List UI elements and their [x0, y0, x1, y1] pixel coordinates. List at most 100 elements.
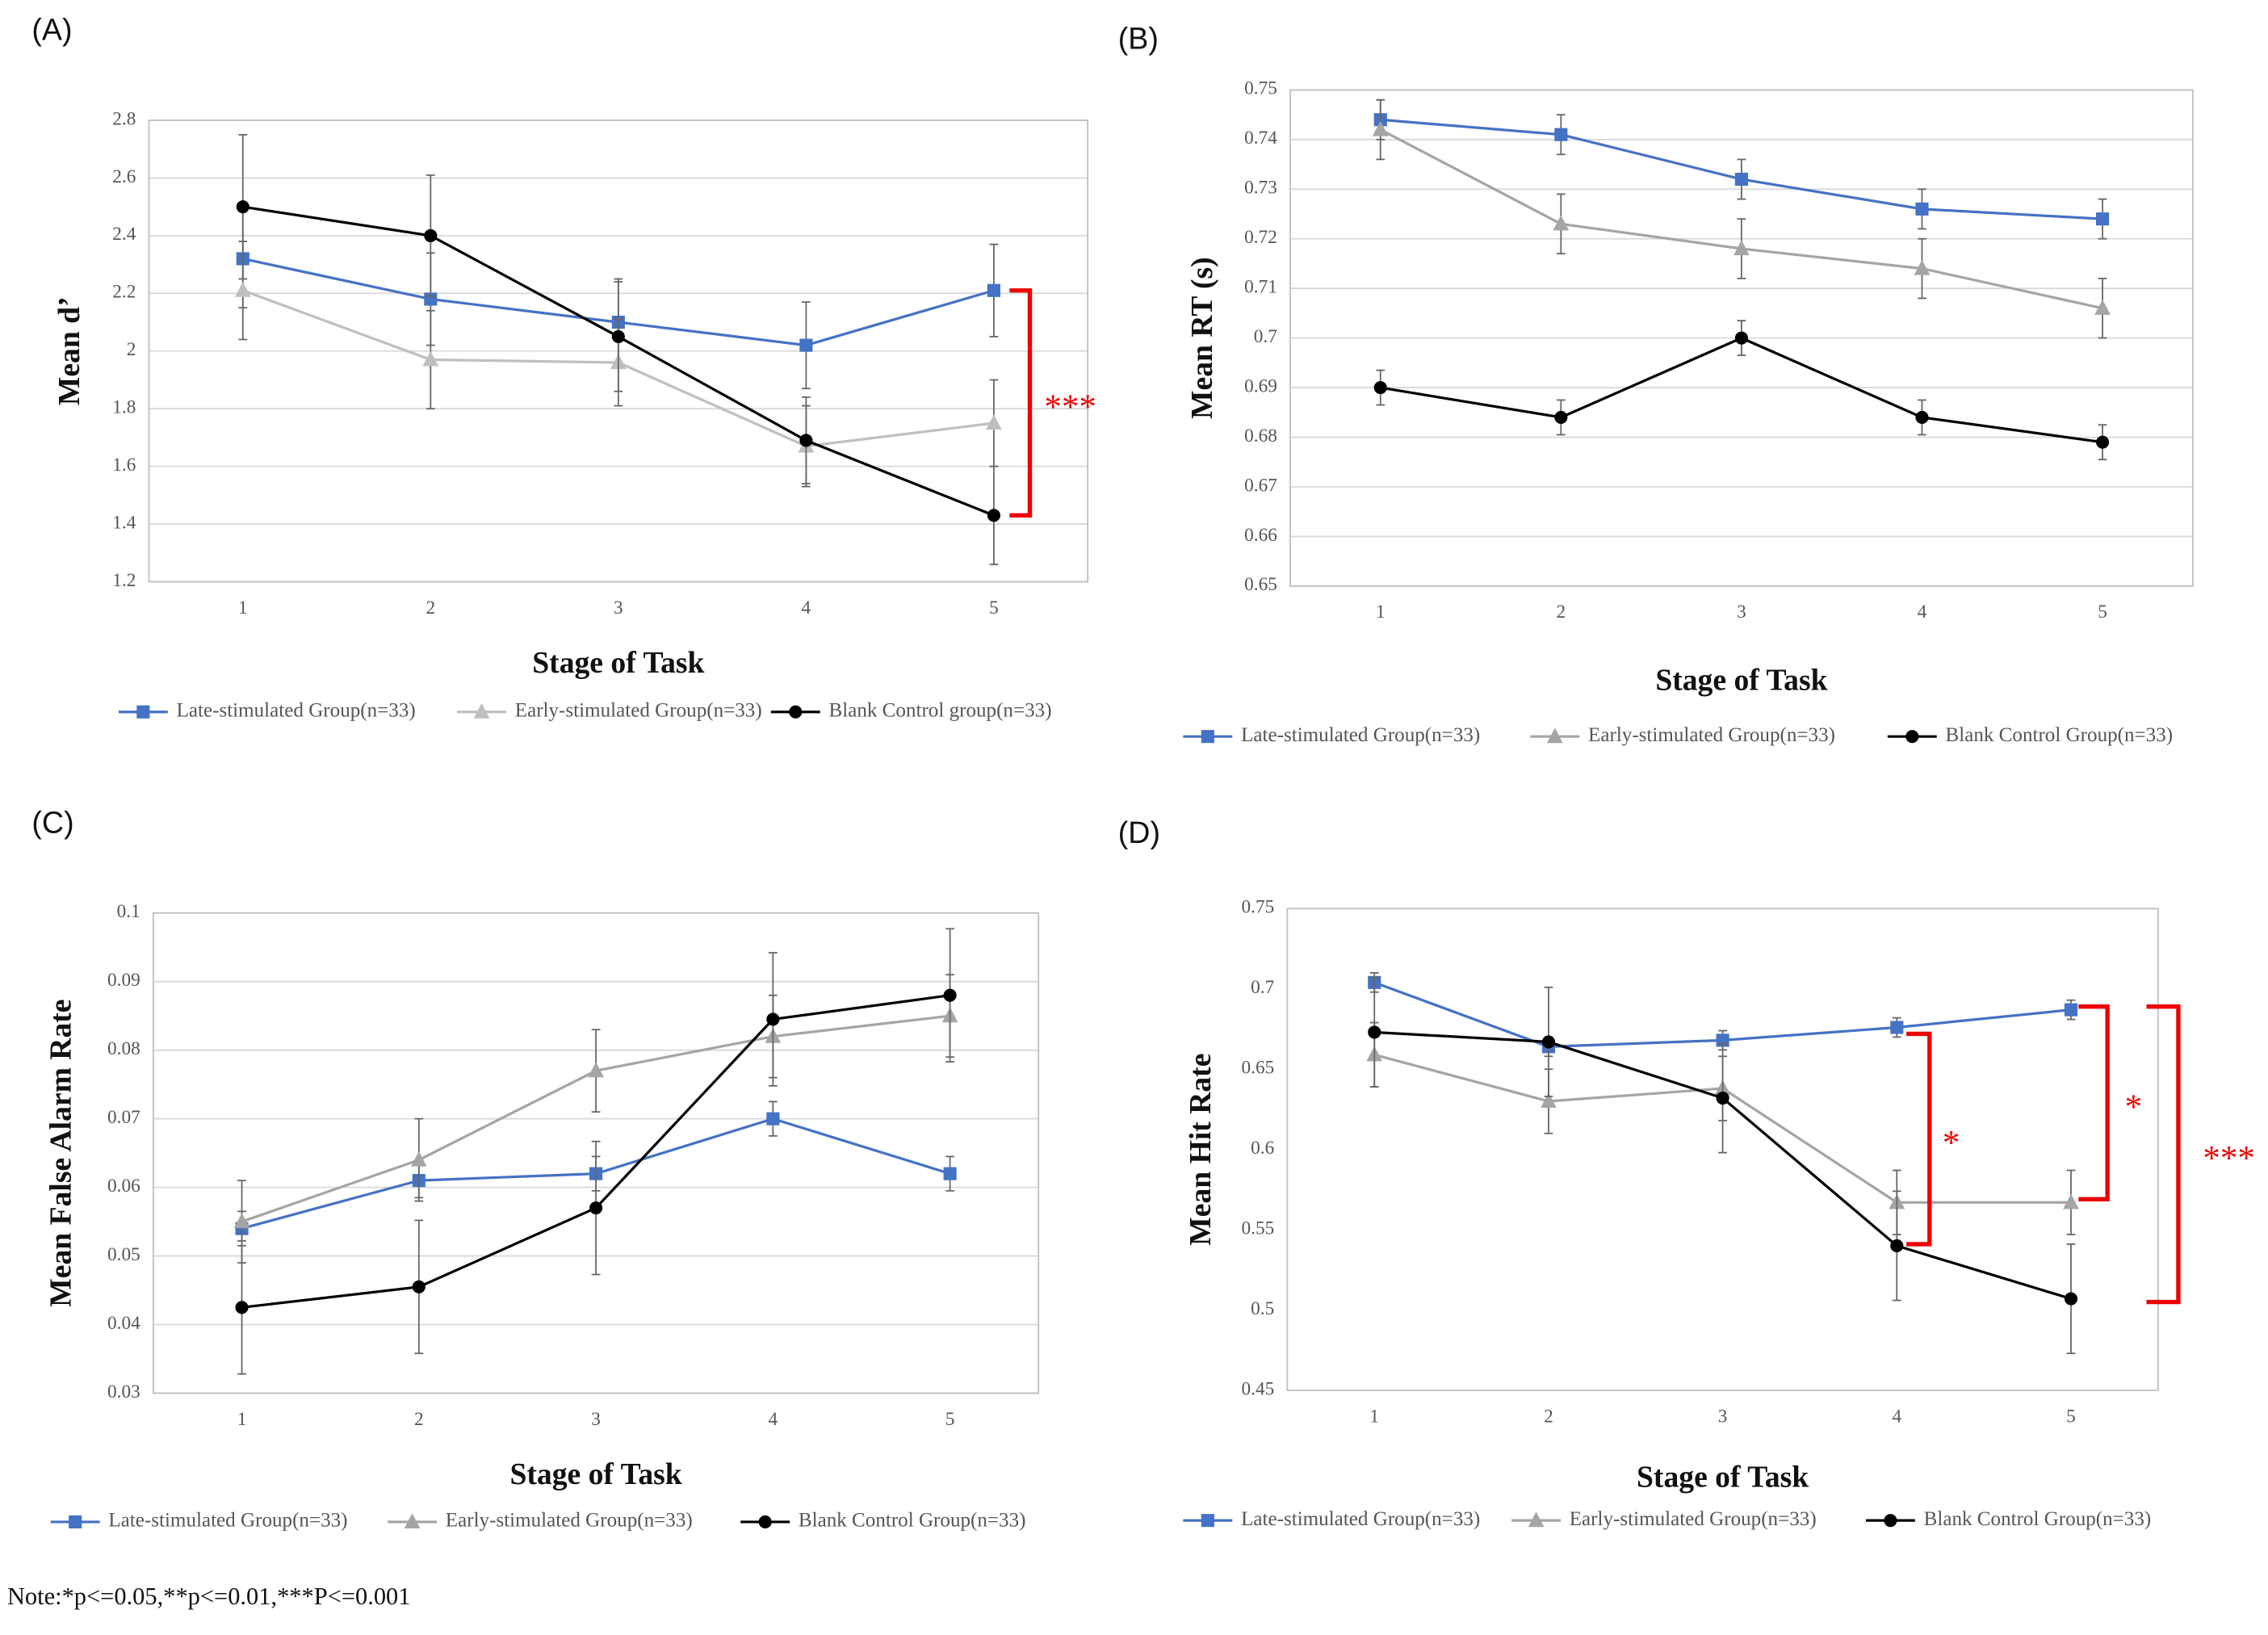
marker: [589, 1201, 603, 1215]
marker: [422, 350, 439, 367]
y-tick-label: 0.6: [1251, 1138, 1274, 1159]
legend-marker: [758, 1515, 772, 1528]
plot-frame: [148, 119, 1089, 583]
x-tick-label: 5: [945, 1409, 955, 1430]
significance-bracket: [2146, 1004, 2181, 1305]
legend-marker: [69, 1515, 82, 1528]
x-tick-label: 5: [2098, 602, 2107, 623]
legend-label: Late-stimulated Group(n=33): [1241, 1508, 1480, 1530]
y-tick-label: 0.75: [1244, 78, 1277, 99]
marker: [2095, 212, 2110, 226]
panel-label: (C): [31, 805, 73, 839]
x-tick-label: 2: [1544, 1406, 1553, 1427]
significance-label: *: [2125, 1088, 2143, 1126]
x-tick-label: 4: [769, 1409, 778, 1430]
significance-bracket: [2078, 1004, 2110, 1201]
legend-label: Blank Control group(n=33): [829, 699, 1052, 721]
y-tick-label: 0.66: [1244, 525, 1277, 546]
note: Note:*p<=0.05,**p<=0.01,***P<=0.001: [7, 1583, 411, 1610]
marker: [987, 283, 1000, 297]
x-tick-label: 3: [1718, 1406, 1728, 1427]
x-tick-label: 4: [1892, 1406, 1901, 1427]
marker: [1890, 1021, 1904, 1034]
y-tick-label: 0.03: [107, 1381, 140, 1402]
x-tick-label: 2: [414, 1409, 424, 1430]
legend-marker: [136, 705, 150, 719]
marker: [943, 988, 957, 1002]
y-tick-label: 0.5: [1251, 1298, 1274, 1319]
panel-label: (A): [31, 13, 72, 47]
marker: [235, 1301, 249, 1314]
marker: [1914, 259, 1931, 275]
marker: [2064, 1292, 2078, 1306]
legend-marker: [1884, 1514, 1897, 1528]
marker: [1554, 410, 1568, 425]
legend-label: Late-stimulated Group(n=33): [177, 699, 416, 721]
marker: [1541, 1035, 1555, 1049]
x-tick-label: 3: [614, 597, 623, 618]
x-axis-label: Stage of Task: [532, 646, 704, 680]
y-tick-label: 0.65: [1244, 574, 1277, 595]
legend-label: Blank Control Group(n=33): [1924, 1508, 2152, 1530]
y-tick-label: 0.45: [1242, 1378, 1275, 1399]
y-tick-label: 1.2: [112, 570, 136, 591]
marker: [1553, 215, 1570, 231]
marker: [1554, 128, 1568, 141]
marker: [1733, 240, 1750, 256]
significance-label: ***: [1044, 388, 1096, 426]
x-tick-label: 3: [591, 1409, 601, 1430]
panel-label: (B): [1118, 21, 1159, 55]
x-axis-label: Stage of Task: [1655, 664, 1827, 698]
marker: [424, 228, 438, 242]
y-tick-label: 0.72: [1244, 227, 1277, 248]
y-tick-label: 1.8: [112, 397, 136, 418]
y-tick-label: 1.4: [112, 512, 136, 533]
legend-marker: [1201, 730, 1214, 744]
x-tick-label: 2: [426, 597, 435, 618]
significance-label: *: [1943, 1125, 1960, 1163]
y-axis-label: Mean d’: [52, 296, 86, 405]
y-tick-label: 2.8: [112, 108, 136, 129]
plot-frame: [152, 912, 1040, 1394]
y-tick-label: 0.7: [1251, 977, 1274, 998]
legend-label: Blank Control Group(n=33): [1946, 724, 2174, 746]
marker: [234, 282, 251, 297]
marker: [611, 329, 625, 343]
y-tick-label: 0.74: [1244, 128, 1277, 149]
marker: [943, 1167, 957, 1180]
x-tick-label: 5: [2066, 1406, 2076, 1427]
y-tick-label: 2: [127, 339, 136, 360]
y-tick-label: 0.55: [1242, 1218, 1275, 1239]
marker: [2095, 435, 2110, 449]
y-axis-label: Mean RT (s): [1185, 257, 1219, 419]
marker: [1716, 1091, 1729, 1105]
marker: [1915, 410, 1929, 425]
marker: [2063, 1193, 2079, 1209]
x-axis-label: Stage of Task: [1637, 1461, 1809, 1495]
marker: [799, 338, 813, 352]
y-tick-label: 0.68: [1244, 426, 1277, 446]
y-tick-label: 1.6: [112, 455, 136, 476]
y-tick-label: 0.09: [107, 970, 140, 991]
significance-label: ***: [2203, 1139, 2254, 1177]
legend-marker: [1546, 727, 1563, 744]
x-tick-label: 1: [238, 597, 248, 618]
y-tick-label: 2.6: [112, 166, 136, 187]
plot-frame: [1289, 89, 2194, 587]
marker: [588, 1062, 604, 1078]
marker: [410, 1151, 427, 1167]
legend-label: Late-stimulated Group(n=33): [108, 1510, 347, 1532]
legend-marker: [789, 705, 803, 719]
legend-label: Early-stimulated Group(n=33): [515, 699, 762, 721]
marker: [2064, 1003, 2078, 1017]
legend-marker: [473, 702, 490, 719]
legend-marker: [404, 1513, 421, 1528]
marker: [233, 1213, 250, 1229]
legend-label: Early-stimulated Group(n=33): [1570, 1508, 1817, 1530]
marker: [766, 1012, 780, 1026]
legend-label: Late-stimulated Group(n=33): [1241, 724, 1480, 746]
legend-label: Early-stimulated Group(n=33): [446, 1510, 693, 1532]
y-tick-label: 0.1: [117, 901, 140, 922]
marker: [1372, 120, 1389, 136]
legend-marker: [1201, 1514, 1214, 1528]
